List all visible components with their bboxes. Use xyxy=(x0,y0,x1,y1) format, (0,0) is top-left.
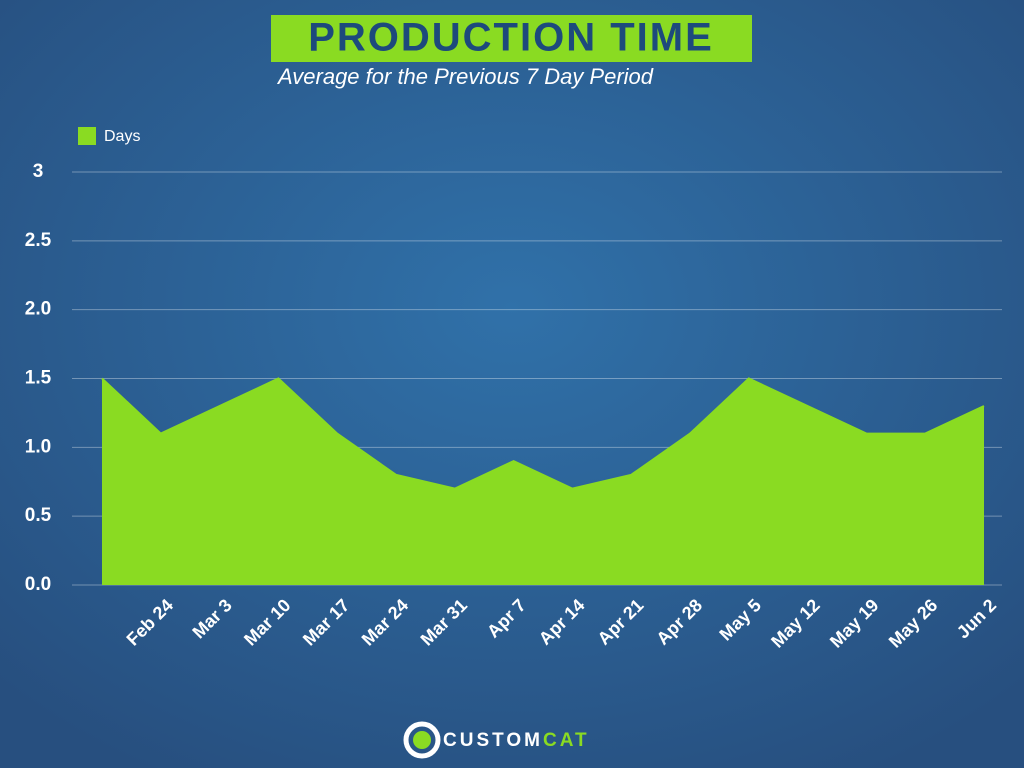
y-tick-label: 1.0 xyxy=(25,436,51,457)
title-box xyxy=(271,15,752,62)
brand-part: CAT xyxy=(543,730,590,751)
area-line xyxy=(101,377,985,490)
logo-cat xyxy=(413,731,431,749)
y-tick-label: 3 xyxy=(33,161,44,182)
brand-logo: CUSTOMCAT xyxy=(403,721,590,759)
chart-subtitle: Average for the Previous 7 Day Period xyxy=(276,64,654,89)
logo-ring xyxy=(403,721,441,759)
legend-label: Days xyxy=(104,128,140,145)
brand-name: CUSTOMCAT xyxy=(443,730,590,751)
y-tick-label: 0.0 xyxy=(25,574,51,595)
y-tick-label: 2.5 xyxy=(25,230,52,251)
brand-part: CUSTOM xyxy=(443,730,543,751)
y-tick-label: 1.5 xyxy=(25,368,52,389)
y-tick-label: 2.0 xyxy=(25,299,51,320)
area-fill xyxy=(102,378,984,585)
legend-swatch xyxy=(78,127,96,145)
chart-title: PRODUCTION TIME xyxy=(308,16,714,60)
y-tick-label: 0.5 xyxy=(25,505,52,526)
